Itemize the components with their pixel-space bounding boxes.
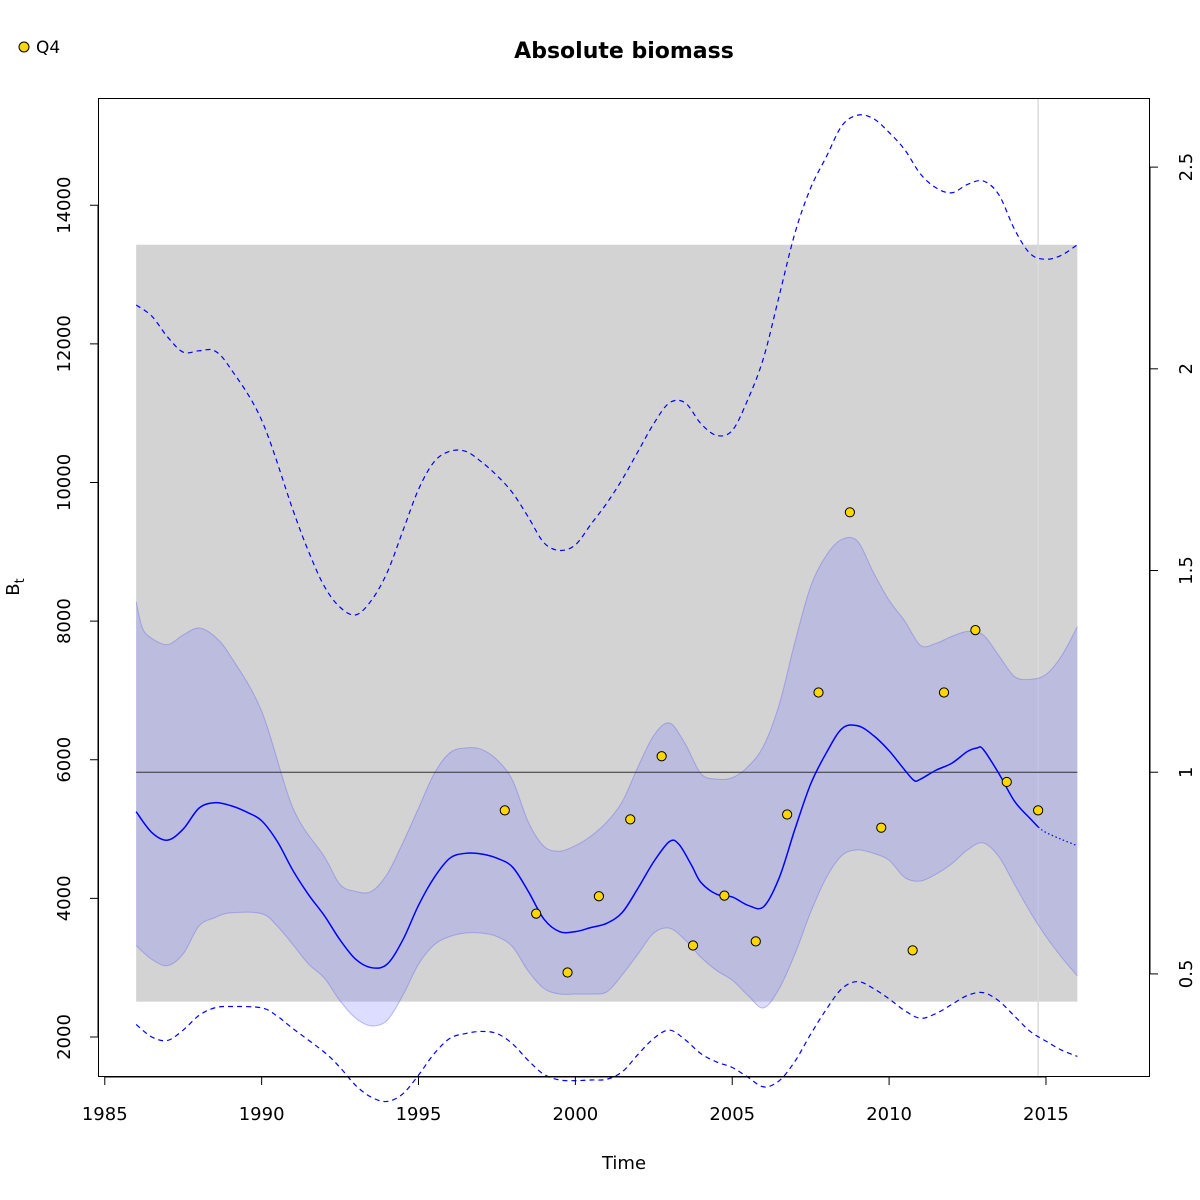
ci-ribbon [136,537,1078,1026]
q4-point-18 [1033,805,1044,816]
q4-point-8 [719,890,730,901]
q4-point-11 [813,687,824,698]
x-tick-label-1985: 1985 [82,1104,128,1125]
y-tick-label-8000: 8000 [54,598,75,644]
q4-point-4 [593,891,605,902]
x-tick-label-2005: 2005 [709,1104,755,1125]
q4-point-10 [782,809,793,820]
q4-point-5 [625,814,636,825]
q4-point-3 [562,967,573,978]
x-tick-label-2015: 2015 [1023,1104,1069,1125]
q4-point-16 [970,625,981,636]
biomass-forecast-line [1037,826,1078,847]
y-tick-label-2000: 2000 [54,1014,75,1060]
x-tick-label-2010: 2010 [866,1104,912,1125]
y-tick-label-4000: 4000 [54,875,75,921]
y-tick-label-10000: 10000 [54,454,75,511]
right-tick-label-0.5: 0.5 [1176,960,1197,989]
right-axis: 0.5 1 1.5 2 2.5 [1149,153,1197,989]
q4-point-12 [844,507,855,518]
q4-point-7 [687,940,699,951]
q4-point-6 [656,751,667,762]
legend-label-q4: Q4 [36,38,60,58]
x-axis-label: Time [601,1153,646,1174]
q4-point-14 [907,945,918,956]
x-axis: 1985 1990 1995 2000 2005 2010 2015 [82,1076,1069,1125]
y-tick-label-12000: 12000 [54,315,75,372]
y-axis: 2000 4000 6000 8000 10000 12000 14000 [54,177,99,1060]
q4-point-1 [499,805,510,816]
right-tick-label-2: 2 [1176,363,1197,374]
y-axis-label: Bt [3,578,28,595]
legend: Q4 [18,38,60,58]
outer-upper-dashed [135,114,1078,616]
right-tick-label-1: 1 [1176,766,1197,777]
y-tick-label-6000: 6000 [54,737,75,783]
x-tick-label-1995: 1995 [396,1104,442,1125]
legend-marker-q4 [18,41,30,53]
y-axis-label-main: B [3,583,24,595]
biomass-estimate-line [135,724,1039,969]
x-tick-label-2000: 2000 [552,1104,598,1125]
q4-point-2 [531,908,542,919]
chart-title: Absolute biomass [514,39,734,64]
q4-point-17 [1001,776,1012,788]
outer-lower-dashed [135,980,1078,1103]
y-tick-label-14000: 14000 [54,177,75,234]
ci-lower-line [135,842,1078,1027]
right-tick-label-1.5: 1.5 [1176,556,1197,585]
q4-point-9 [750,936,761,947]
plot-layers [135,98,1078,1103]
y-axis-label-subscript: t [13,578,28,583]
ci-upper-line [135,536,1078,894]
right-tick-label-2.5: 2.5 [1176,153,1197,182]
x-tick-label-1990: 1990 [239,1104,285,1125]
q4-point-15 [938,687,950,698]
bmsy-band [136,244,1078,1002]
q4-point-13 [876,822,887,833]
